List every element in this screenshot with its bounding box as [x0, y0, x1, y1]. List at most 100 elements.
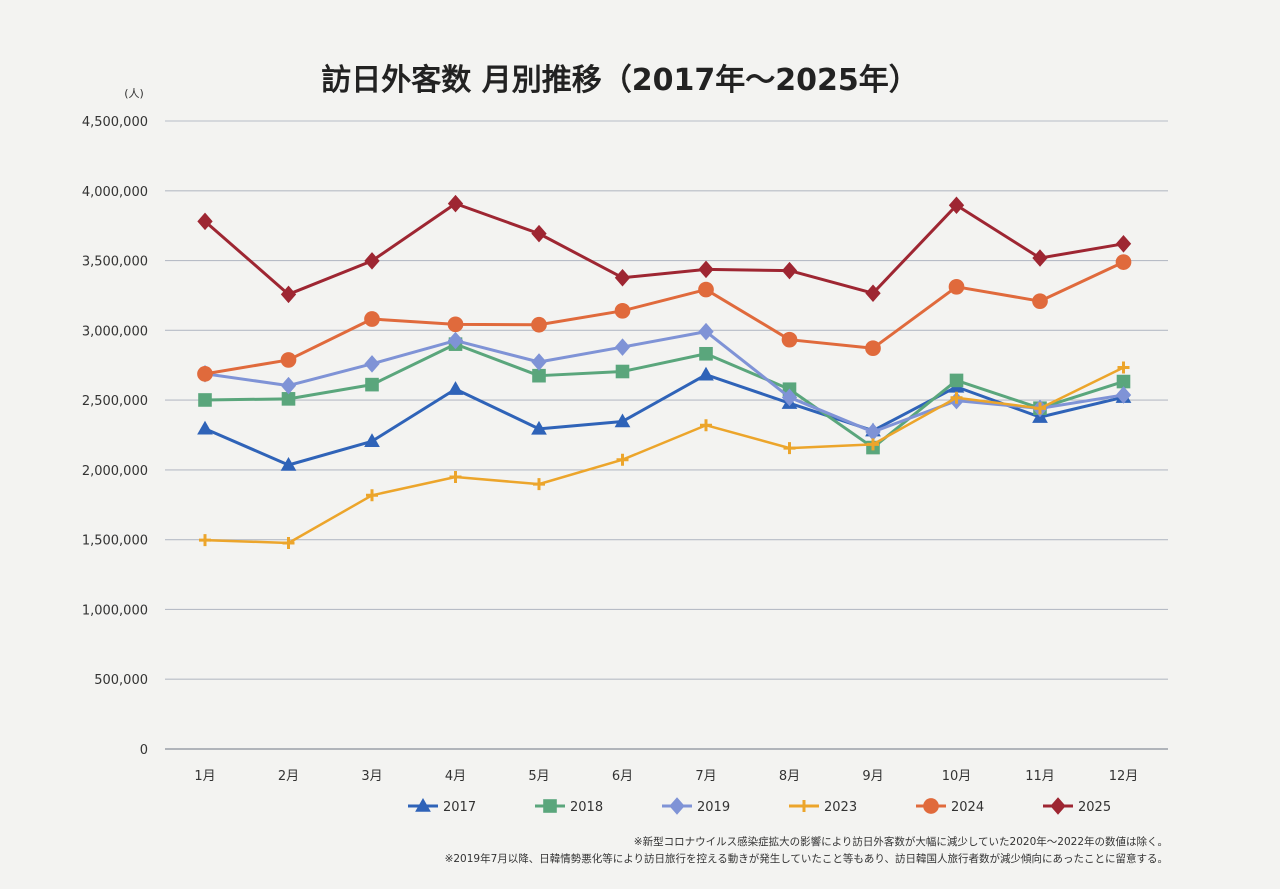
legend-label: 2017	[443, 800, 476, 815]
legend-item-2018: 2018	[535, 799, 603, 815]
data-point-2019	[531, 353, 547, 371]
data-point-2019	[447, 331, 464, 350]
y-tick-label: 3,500,000	[82, 255, 148, 270]
data-point-2025	[1115, 235, 1132, 253]
data-point-2023	[867, 438, 879, 451]
legend-label: 2023	[824, 800, 857, 815]
data-point-2017	[698, 366, 714, 381]
x-tick-label: 8月	[779, 769, 800, 784]
y-tick-label: 3,000,000	[82, 324, 148, 339]
y-tick-label: 1,000,000	[82, 603, 148, 618]
legend-marker-2024	[923, 798, 939, 814]
legend: 2017 2018 2019 2023 2024 2025	[408, 797, 1111, 815]
data-point-2024	[781, 331, 798, 348]
data-point-2018	[615, 364, 630, 379]
y-axis: 0 500,000 1,000,000 1,500,000 2,000,000 2,500…	[82, 115, 148, 758]
x-tick-label: 7月	[695, 769, 716, 784]
data-point-2025	[364, 252, 380, 270]
data-point-2024	[1115, 254, 1132, 270]
series-line-2019	[204, 330, 1124, 434]
y-tick-label: 0	[140, 743, 148, 758]
chart-title: 訪日外客数 月別推移（2017年～2025年）	[321, 63, 918, 98]
data-point-2018	[699, 346, 713, 361]
data-point-2018	[281, 392, 296, 406]
data-point-2025	[614, 268, 631, 287]
x-tick-label: 3月	[361, 769, 382, 784]
legend-item-2025: 2025	[1043, 797, 1111, 815]
data-point-2019	[280, 376, 297, 395]
data-point-2025	[698, 260, 714, 279]
x-tick-label: 11月	[1025, 769, 1055, 784]
data-point-2025	[781, 261, 798, 280]
x-tick-label: 5月	[528, 769, 549, 784]
x-tick-label: 2月	[278, 769, 299, 784]
series-line-2025	[204, 202, 1124, 296]
series-2023	[199, 361, 1130, 550]
data-point-2017	[447, 381, 464, 395]
series-2024	[197, 254, 1132, 382]
data-point-2025	[948, 196, 965, 215]
series-line-2017	[204, 373, 1124, 467]
data-point-2023	[282, 537, 295, 550]
y-tick-label: 4,500,000	[82, 115, 148, 130]
data-point-2025	[280, 285, 297, 304]
data-point-2024	[364, 311, 380, 327]
data-point-2024	[865, 340, 881, 357]
legend-marker-2019	[669, 797, 685, 815]
data-point-2019	[614, 338, 631, 356]
data-point-2025	[447, 194, 464, 213]
legend-marker-2017	[415, 797, 431, 812]
legend-marker-2023	[798, 800, 810, 812]
legend-label: 2018	[570, 800, 603, 815]
data-point-2017	[197, 420, 213, 435]
legend-marker-2018	[543, 799, 557, 813]
series-2025	[197, 194, 1132, 304]
y-tick-label: 500,000	[94, 673, 148, 688]
y-tick-label: 4,000,000	[82, 185, 148, 200]
data-point-2024	[698, 281, 714, 298]
data-point-2024	[280, 352, 297, 368]
legend-item-2024: 2024	[916, 798, 984, 815]
series-line-2024	[204, 260, 1125, 376]
data-point-2023	[783, 442, 796, 455]
data-point-2024	[197, 366, 213, 382]
legend-item-2017: 2017	[408, 797, 476, 815]
data-point-2024	[531, 316, 547, 333]
series-lines	[197, 194, 1132, 550]
data-point-2023	[616, 453, 629, 466]
legend-label: 2024	[951, 800, 984, 815]
x-axis: 1月 2月 3月 4月 5月 6月 7月 8月 9月 10月 11月 12月	[194, 769, 1138, 784]
y-tick-label: 2,500,000	[82, 394, 148, 409]
x-tick-label: 12月	[1109, 769, 1139, 784]
x-tick-label: 10月	[942, 769, 972, 784]
data-point-2018	[1116, 374, 1131, 389]
legend-item-2023: 2023	[789, 800, 857, 815]
data-point-2024	[614, 302, 631, 319]
data-point-2025	[197, 212, 213, 231]
data-point-2017	[614, 413, 631, 428]
data-point-2023	[1034, 402, 1046, 415]
data-point-2024	[948, 278, 965, 295]
x-tick-label: 4月	[445, 769, 466, 784]
data-point-2018	[532, 368, 546, 383]
series-line-2018	[204, 342, 1124, 450]
data-point-2018	[949, 373, 964, 388]
data-point-2019	[698, 322, 714, 341]
legend-label: 2019	[697, 800, 730, 815]
data-point-2025	[865, 284, 881, 302]
x-tick-label: 1月	[194, 769, 215, 784]
data-point-2025	[1032, 249, 1048, 267]
x-tick-label: 9月	[862, 769, 883, 784]
data-point-2018	[365, 377, 379, 392]
data-point-2019	[781, 388, 798, 407]
y-axis-unit: (人)	[124, 87, 144, 100]
data-point-2019	[1115, 386, 1132, 404]
footnote-covid: ※新型コロナウイルス感染症拡大の影響により訪日外客数が大幅に減少していた2020…	[634, 835, 1168, 848]
legend-label: 2025	[1078, 800, 1111, 815]
data-point-2023	[199, 534, 211, 547]
legend-item-2019: 2019	[662, 797, 730, 815]
data-point-2024	[447, 316, 464, 333]
